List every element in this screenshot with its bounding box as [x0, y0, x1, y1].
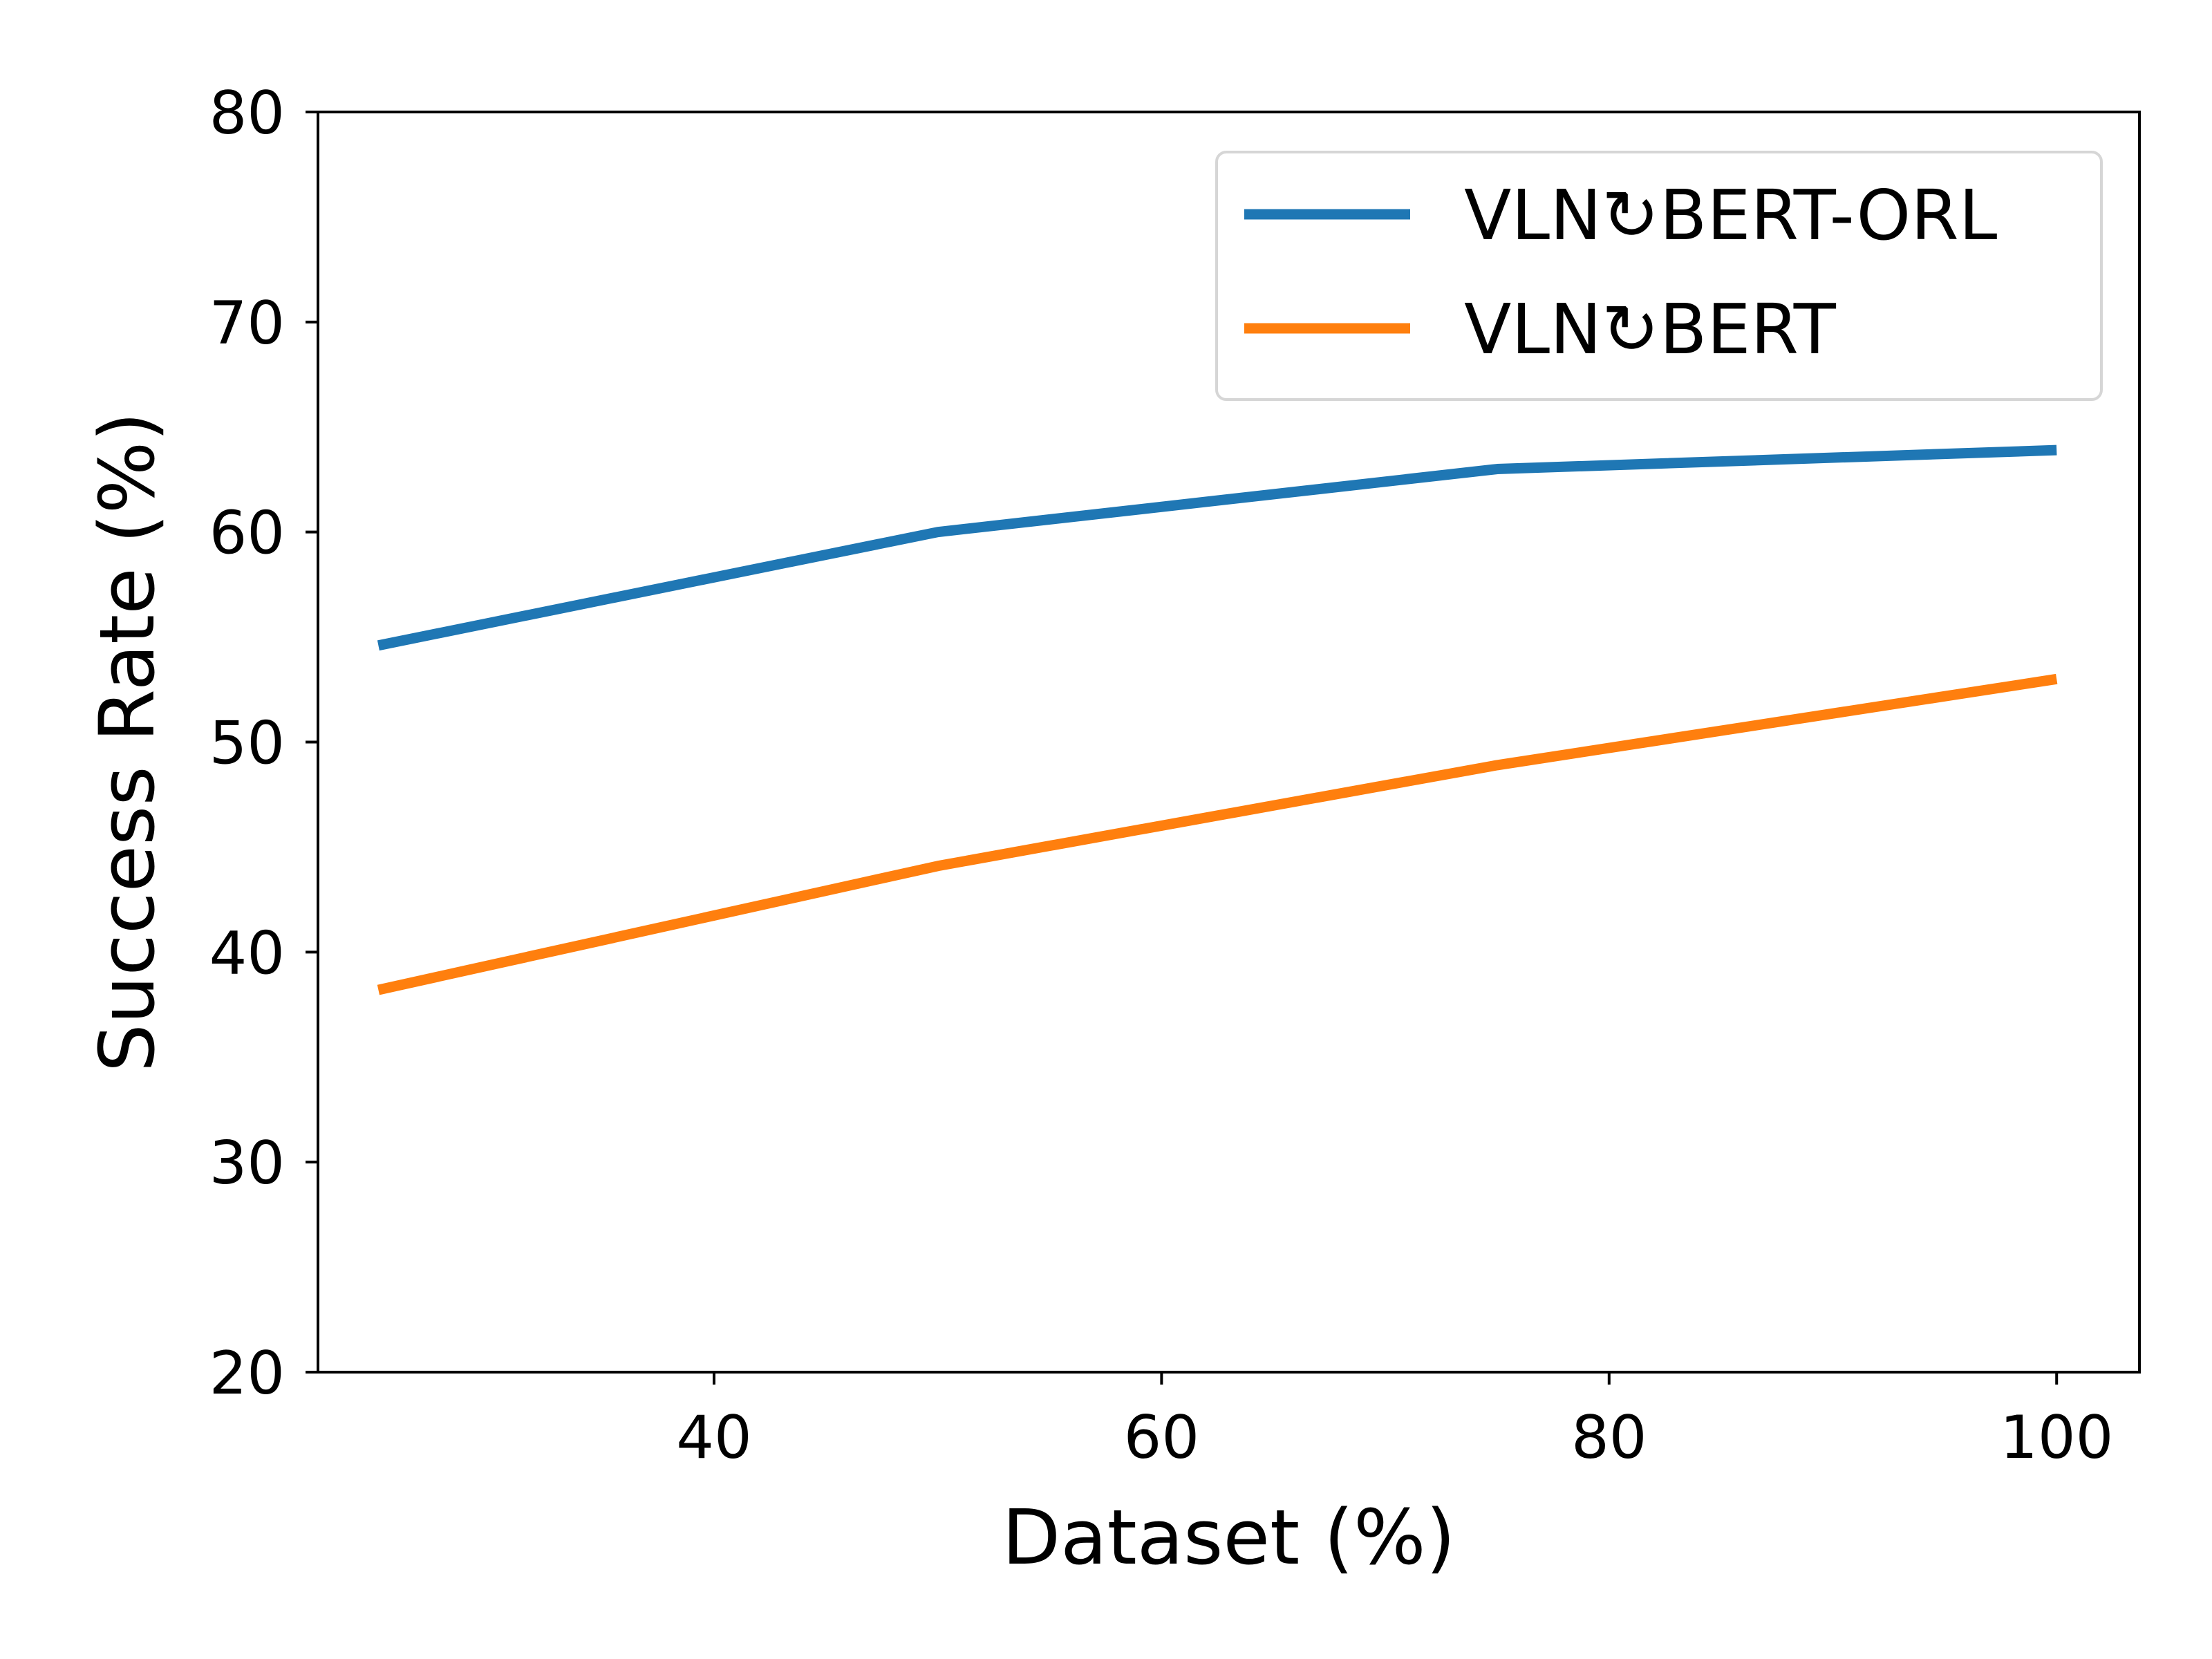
y-axis-label: Success Rate (%) [83, 412, 171, 1072]
x-tick-label: 100 [2000, 1403, 2113, 1472]
series-line-1 [377, 673, 2058, 995]
y-tick-label: 70 [209, 289, 285, 358]
series-line-0 [377, 444, 2057, 651]
x-tick-label: 40 [676, 1403, 751, 1472]
y-tick-label: 20 [209, 1339, 285, 1408]
y-tick-label: 40 [209, 919, 285, 988]
y-tick-label: 30 [209, 1129, 285, 1198]
y-axis-ticks: 20 30 40 50 60 70 80 [209, 79, 318, 1408]
x-tick-label: 80 [1571, 1403, 1647, 1472]
series-layer [377, 444, 2058, 995]
y-tick-label: 80 [209, 79, 285, 148]
legend: VLN↻BERT-ORL VLN↻BERT [1215, 151, 2103, 401]
y-tick-label: 50 [209, 709, 285, 778]
legend-label-0: VLN↻BERT-ORL [1464, 175, 1998, 256]
x-tick-label: 60 [1124, 1403, 1199, 1472]
legend-label-1: VLN↻BERT [1464, 289, 1837, 370]
x-axis-ticks: 40 60 80 100 [676, 1372, 2113, 1472]
y-tick-label: 60 [209, 499, 285, 568]
legend-box [1215, 151, 2103, 401]
x-axis-label: Dataset (%) [1002, 1493, 1455, 1582]
